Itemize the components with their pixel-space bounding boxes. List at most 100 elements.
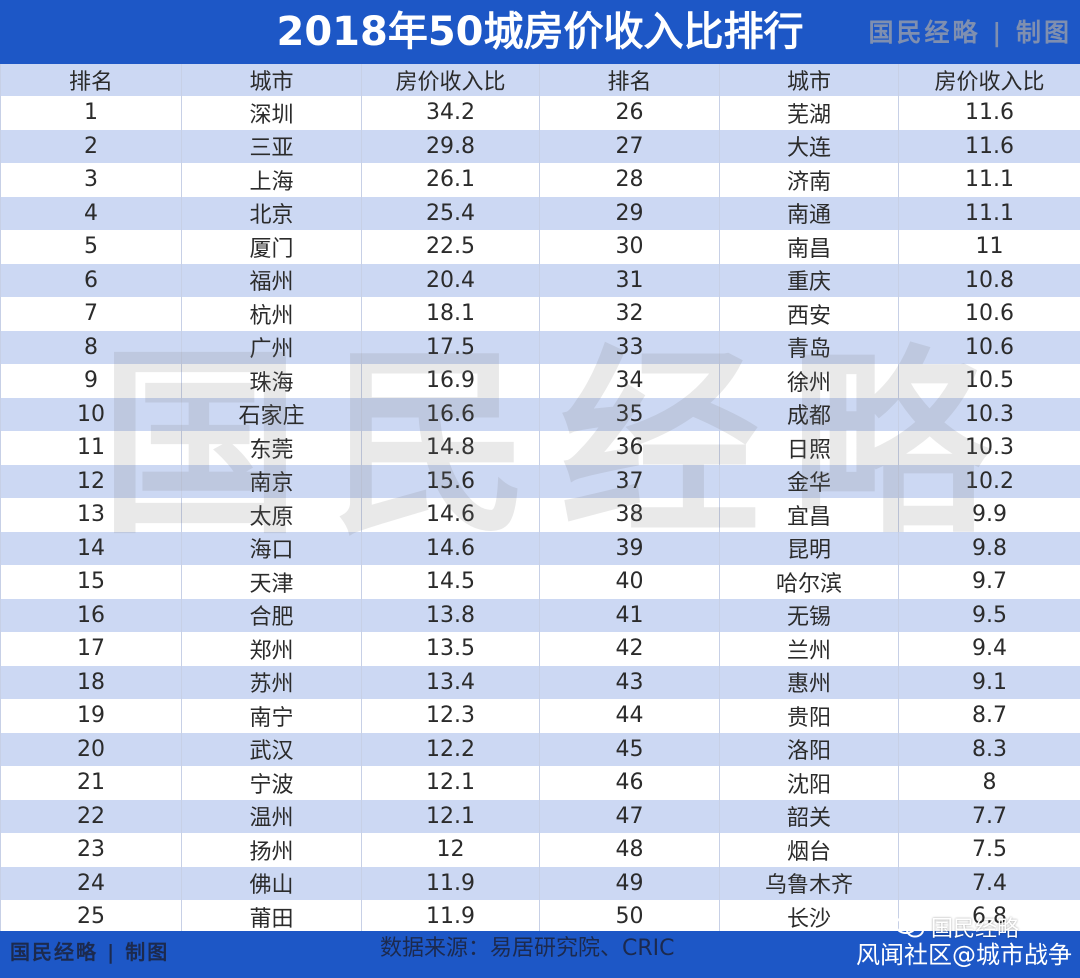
city-cell: 洛阳 — [719, 732, 899, 766]
table-row: 25 莆田 11.9 50 长沙 6.8 — [0, 900, 1080, 934]
ratio-cell: 11.1 — [898, 163, 1080, 197]
rank-cell: 3 — [0, 163, 182, 197]
ratio-cell: 17.5 — [361, 330, 540, 364]
table-row: 16 合肥 13.8 41 无锡 9.5 — [0, 598, 1080, 632]
rank-cell: 47 — [539, 799, 720, 833]
ratio-cell: 15.6 — [361, 464, 540, 498]
city-cell: 宁波 — [181, 766, 362, 800]
table-row: 6 福州 20.4 31 重庆 10.8 — [0, 263, 1080, 297]
ratio-cell: 11.1 — [898, 196, 1080, 230]
city-cell: 南通 — [719, 196, 899, 230]
city-cell: 乌鲁木齐 — [719, 866, 899, 900]
table-row: 9 珠海 16.9 34 徐州 10.5 — [0, 364, 1080, 398]
wechat-icon — [895, 916, 924, 938]
rank-cell: 24 — [0, 866, 182, 900]
rank-cell: 6 — [0, 263, 182, 297]
ratio-cell: 10.5 — [898, 364, 1080, 398]
ratio-cell: 16.9 — [361, 364, 540, 398]
rank-cell: 44 — [539, 699, 720, 733]
city-cell: 昆明 — [719, 531, 899, 565]
city-cell: 贵阳 — [719, 699, 899, 733]
ratio-cell: 11.9 — [361, 900, 540, 934]
rank-cell: 49 — [539, 866, 720, 900]
header-city: 城市 — [719, 64, 899, 96]
rank-cell: 29 — [539, 196, 720, 230]
city-cell: 厦门 — [181, 230, 362, 264]
city-cell: 芜湖 — [719, 96, 899, 130]
ratio-cell: 20.4 — [361, 263, 540, 297]
ratio-cell: 26.1 — [361, 163, 540, 197]
rank-cell: 27 — [539, 129, 720, 163]
table-row: 20 武汉 12.2 45 洛阳 8.3 — [0, 732, 1080, 766]
city-cell: 南昌 — [719, 230, 899, 264]
city-cell: 天津 — [181, 565, 362, 599]
ratio-cell: 11 — [898, 230, 1080, 264]
table-row: 11 东莞 14.8 36 日照 10.3 — [0, 431, 1080, 465]
header-ratio: 房价收入比 — [898, 64, 1080, 96]
rank-cell: 22 — [0, 799, 182, 833]
ratio-cell: 11.9 — [361, 866, 540, 900]
rank-cell: 31 — [539, 263, 720, 297]
city-cell: 西安 — [719, 297, 899, 331]
ratio-cell: 10.6 — [898, 330, 1080, 364]
rank-cell: 14 — [0, 531, 182, 565]
ratio-cell: 11.6 — [898, 129, 1080, 163]
city-cell: 兰州 — [719, 632, 899, 666]
ratio-cell: 14.6 — [361, 531, 540, 565]
header-rank: 排名 — [0, 64, 182, 96]
table-row: 1 深圳 34.2 26 芜湖 11.6 — [0, 96, 1080, 130]
ratio-cell: 7.4 — [898, 866, 1080, 900]
ratio-cell: 8.3 — [898, 732, 1080, 766]
rank-cell: 21 — [0, 766, 182, 800]
ratio-cell: 13.4 — [361, 665, 540, 699]
ratio-cell: 13.5 — [361, 632, 540, 666]
ratio-cell: 9.8 — [898, 531, 1080, 565]
ratio-cell: 18.1 — [361, 297, 540, 331]
ratio-cell: 12.1 — [361, 799, 540, 833]
table-row: 5 厦门 22.5 30 南昌 11 — [0, 230, 1080, 264]
city-cell: 哈尔滨 — [719, 565, 899, 599]
ratio-cell: 9.4 — [898, 632, 1080, 666]
rank-cell: 23 — [0, 833, 182, 867]
rank-cell: 26 — [539, 96, 720, 130]
rank-cell: 30 — [539, 230, 720, 264]
rank-cell: 41 — [539, 598, 720, 632]
rank-cell: 7 — [0, 297, 182, 331]
city-cell: 济南 — [719, 163, 899, 197]
forum-watermark: 风闻社区@城市战争 — [856, 941, 1072, 969]
ratio-cell: 9.5 — [898, 598, 1080, 632]
ratio-cell: 7.7 — [898, 799, 1080, 833]
table-row: 3 上海 26.1 28 济南 11.1 — [0, 163, 1080, 197]
city-cell: 太原 — [181, 498, 362, 532]
ranking-table: 排名 城市 房价收入比 排名 城市 房价收入比 1 深圳 34.2 26 芜湖 11.6 2… — [0, 64, 1080, 934]
table-row: 7 杭州 18.1 32 西安 10.6 — [0, 297, 1080, 331]
rank-cell: 42 — [539, 632, 720, 666]
city-cell: 福州 — [181, 263, 362, 297]
ratio-cell: 11.6 — [898, 96, 1080, 130]
header-city: 城市 — [181, 64, 362, 96]
table-row: 12 南京 15.6 37 金华 10.2 — [0, 464, 1080, 498]
footer-bar — [0, 931, 1080, 978]
ratio-cell: 7.5 — [898, 833, 1080, 867]
rank-cell: 19 — [0, 699, 182, 733]
ratio-cell: 12 — [361, 833, 540, 867]
city-cell: 宜昌 — [719, 498, 899, 532]
ratio-cell: 10.3 — [898, 397, 1080, 431]
rank-cell: 10 — [0, 397, 182, 431]
city-cell: 青岛 — [719, 330, 899, 364]
page-title: 2018年50城房价收入比排行 — [276, 9, 804, 55]
rank-cell: 12 — [0, 464, 182, 498]
rank-cell: 1 — [0, 96, 182, 130]
ratio-cell: 9.9 — [898, 498, 1080, 532]
rank-cell: 11 — [0, 431, 182, 465]
city-cell: 三亚 — [181, 129, 362, 163]
city-cell: 日照 — [719, 431, 899, 465]
rank-cell: 8 — [0, 330, 182, 364]
city-cell: 深圳 — [181, 96, 362, 130]
city-cell: 温州 — [181, 799, 362, 833]
rank-cell: 28 — [539, 163, 720, 197]
table-row: 21 宁波 12.1 46 沈阳 8 — [0, 766, 1080, 800]
ratio-cell: 9.7 — [898, 565, 1080, 599]
rank-cell: 15 — [0, 565, 182, 599]
rank-cell: 4 — [0, 196, 182, 230]
